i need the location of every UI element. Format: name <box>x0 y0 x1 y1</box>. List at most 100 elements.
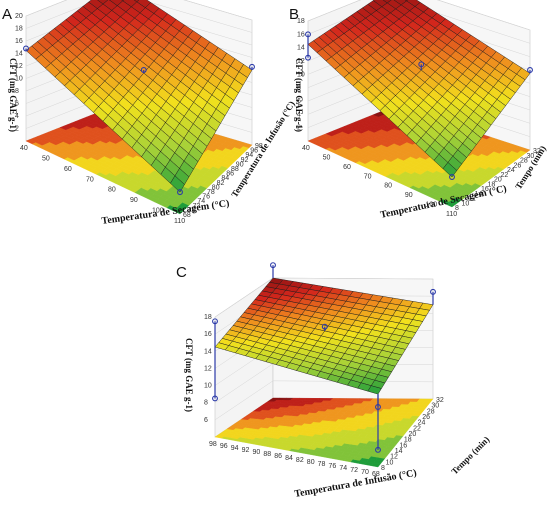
z-tick-label: 12 <box>297 58 305 65</box>
data-point <box>305 54 311 61</box>
z-tick-label: 12 <box>15 63 23 70</box>
data-point <box>212 318 218 325</box>
x-tick-label: 90 <box>405 192 413 199</box>
data-point <box>177 189 183 196</box>
z-tick-label: 12 <box>204 365 212 372</box>
z-axis-title: CFT (mg GAE g-1) <box>184 338 194 412</box>
y-tick-label: 80 <box>212 184 220 191</box>
y-tick-label: 20 <box>494 177 502 184</box>
y-tick-label: 10 <box>386 459 394 466</box>
x-tick-label: 82 <box>296 457 304 464</box>
y-tick-label: 16 <box>399 442 407 449</box>
x-tick-label: 78 <box>318 461 326 468</box>
panel-letter: B <box>289 6 299 23</box>
y-tick-label: 84 <box>221 175 229 182</box>
panel-a: 4050607080901001106870727476788082848688… <box>2 0 297 227</box>
data-point <box>249 63 255 70</box>
y-tick-label: 10 <box>462 200 470 207</box>
y-tick-label: 8 <box>381 465 385 472</box>
x-tick-label: 80 <box>108 187 116 194</box>
z-tick-label: 14 <box>204 348 212 355</box>
y-tick-label: 26 <box>514 162 522 169</box>
data-point <box>140 67 147 73</box>
x-tick-label: 40 <box>302 145 310 152</box>
data-point <box>430 288 436 295</box>
z-tick-label: 6 <box>204 417 208 424</box>
x-tick-label: 90 <box>130 197 138 204</box>
floor-contour-cell <box>242 143 253 149</box>
surface-cell <box>442 162 458 178</box>
y-tick-label: 22 <box>413 425 421 432</box>
y-tick-label: 70 <box>188 207 196 214</box>
y-tick-label: 96 <box>250 148 258 155</box>
x-tick-label: 90 <box>252 449 260 456</box>
z-tick-label: 18 <box>15 26 23 33</box>
z-tick-label: 10 <box>204 383 212 390</box>
y-tick-label: 78 <box>207 189 215 196</box>
z-tick-label: 2 <box>297 125 301 132</box>
floor-contour-cell <box>520 147 531 153</box>
x-tick-label: 74 <box>339 465 347 472</box>
z-tick-label: 14 <box>15 51 23 58</box>
y-tick-label: 24 <box>418 420 426 427</box>
data-point <box>212 395 218 402</box>
y-tick-label: 92 <box>241 157 249 164</box>
x-tick-label: 96 <box>220 443 228 450</box>
y-tick-label: 16 <box>481 186 489 193</box>
x-tick-label: 80 <box>307 459 315 466</box>
y-tick-label: 14 <box>475 191 483 198</box>
y-tick-label: 76 <box>202 194 210 201</box>
z-tick-label: 6 <box>297 98 301 105</box>
data-point <box>449 174 455 180</box>
y-tick-label: 72 <box>193 203 201 210</box>
y-tick-label: 98 <box>255 143 263 150</box>
y-tick-label: 26 <box>422 414 430 421</box>
z-gridline <box>307 0 531 31</box>
data-point <box>23 45 29 52</box>
panel-c: 98 96 94 92 90 88 86 84 82 80 78 76 74 72 70 6881012141… <box>176 262 491 500</box>
z-gridline <box>307 0 531 44</box>
surface-cell <box>367 385 382 395</box>
x-tick-label: 50 <box>42 155 50 162</box>
y-axis-title: Tempo (min) <box>449 434 491 476</box>
x-tick-label: 76 <box>329 463 337 470</box>
x-tick-label: 86 <box>274 453 282 460</box>
x-tick-label: 84 <box>285 455 293 462</box>
y-tick-label: 90 <box>236 161 244 168</box>
z-tick-label: 4 <box>297 111 301 118</box>
z-tick-label: 8 <box>297 85 301 92</box>
y-tick-label: 14 <box>395 448 403 455</box>
x-tick-label: 70 <box>86 176 94 183</box>
y-tick-label: 12 <box>390 454 398 461</box>
y-tick-label: 32 <box>436 397 444 404</box>
z-gridline <box>25 0 253 33</box>
z-tick-label: 8 <box>204 400 208 407</box>
y-tick-label: 18 <box>404 437 412 444</box>
y-tick-label: 28 <box>427 408 435 415</box>
y-tick-label: 86 <box>226 171 234 178</box>
x-tick-label: 60 <box>343 164 351 171</box>
z-tick-label: 16 <box>15 38 23 45</box>
y-tick-label: 24 <box>507 167 515 174</box>
panel-letter: A <box>2 6 12 23</box>
z-tick-label: 10 <box>15 76 23 83</box>
y-tick-label: 18 <box>488 181 496 188</box>
z-tick-label: 18 <box>204 314 212 321</box>
y-tick-label: 8 <box>455 205 459 212</box>
floor-contour-cell <box>423 398 434 403</box>
y-tick-label: 32 <box>533 148 541 155</box>
data-point <box>305 31 311 38</box>
data-point <box>270 262 276 269</box>
x-tick-label: 110 <box>174 218 185 225</box>
z-tick-label: 4 <box>15 113 19 120</box>
data-point <box>418 61 425 68</box>
x-tick-label: 80 <box>384 183 392 190</box>
z-tick-label: 20 <box>15 13 23 20</box>
x-tick-label: 94 <box>231 445 239 452</box>
z-gridline <box>25 0 253 21</box>
x-tick-label: 50 <box>323 154 331 161</box>
x-tick-label: 40 <box>20 145 28 152</box>
z-axis-title: CFT (mg GAE g-1) <box>8 58 18 132</box>
z-tick-label: 18 <box>297 18 305 25</box>
